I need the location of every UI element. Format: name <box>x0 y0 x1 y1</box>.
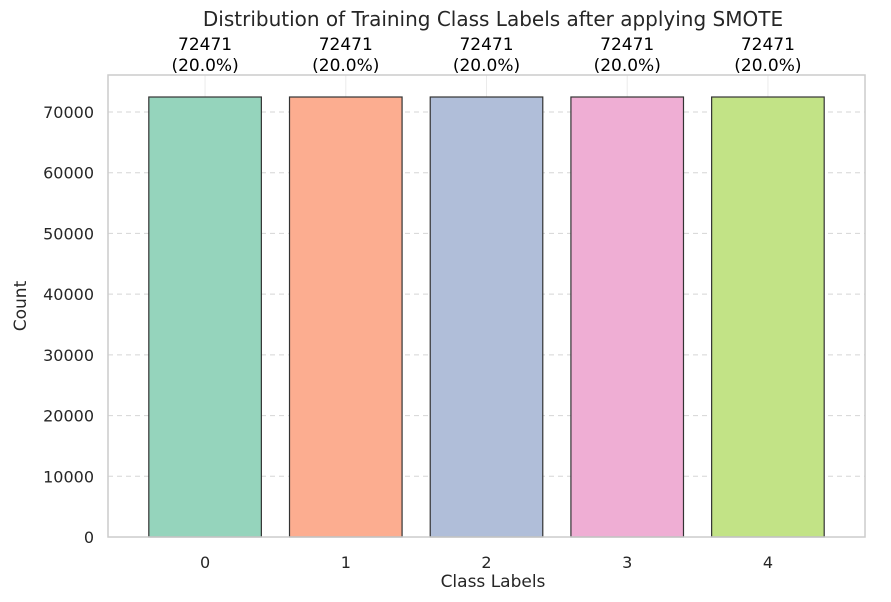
bar-count-label: 72471 <box>319 35 373 55</box>
y-axis-ticks: 0 10000 20000 30000 40000 50000 60000 70000 <box>43 103 94 547</box>
bar-labels: 72471(20.0%)72471(20.0%)72471(20.0%)7247… <box>171 35 801 76</box>
bar-count-label: 72471 <box>741 35 795 55</box>
bar-percent-label: (20.0%) <box>594 56 661 76</box>
y-tick-label: 20000 <box>43 407 94 426</box>
bar <box>711 96 825 538</box>
bar-count-label: 72471 <box>600 35 654 55</box>
y-axis-label: Count <box>11 280 31 331</box>
x-axis-label: Class Labels <box>441 572 546 592</box>
y-tick-label: 30000 <box>43 346 94 365</box>
bar <box>148 96 262 538</box>
bar-count-label: 72471 <box>459 35 513 55</box>
bar <box>429 96 544 538</box>
y-tick-label: 0 <box>84 528 94 547</box>
x-tick-label: 4 <box>763 553 773 572</box>
chart-title: Distribution of Training Class Labels af… <box>203 7 783 31</box>
y-tick-label: 50000 <box>43 224 94 243</box>
bars <box>148 96 825 538</box>
x-tick-label: 2 <box>481 553 491 572</box>
bar-percent-label: (20.0%) <box>171 56 238 76</box>
bar-count-label: 72471 <box>178 35 232 55</box>
y-tick-label: 10000 <box>43 467 94 486</box>
x-axis-ticks: 0 1 2 3 4 <box>200 553 773 572</box>
bar-percent-label: (20.0%) <box>312 56 379 76</box>
bar-percent-label: (20.0%) <box>734 56 801 76</box>
x-tick-label: 1 <box>341 553 351 572</box>
y-tick-label: 70000 <box>43 103 94 122</box>
x-tick-label: 3 <box>622 553 632 572</box>
y-tick-label: 40000 <box>43 285 94 304</box>
y-tick-label: 60000 <box>43 164 94 183</box>
bar-percent-label: (20.0%) <box>453 56 520 76</box>
bar <box>570 96 685 538</box>
plot-frame <box>107 74 866 538</box>
bar <box>288 96 403 538</box>
x-tick-label: 0 <box>200 553 210 572</box>
